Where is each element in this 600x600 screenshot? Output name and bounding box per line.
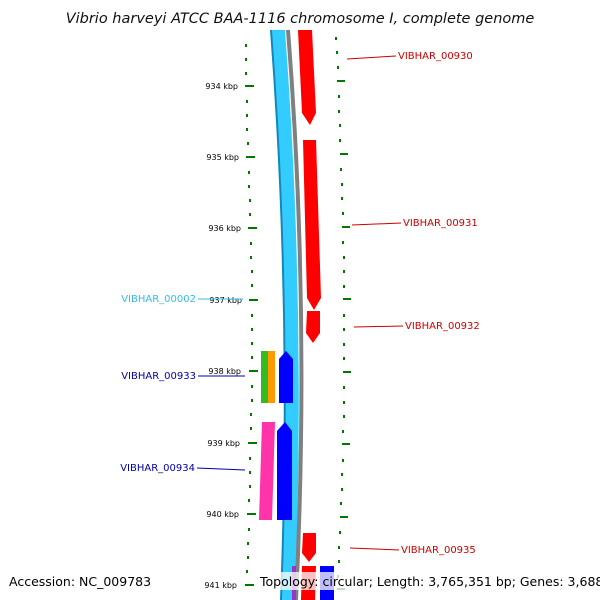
backbone-line [286,29,304,600]
gene-label[interactable]: VIBHAR_00933 [121,371,196,382]
gene-label[interactable]: VIBHAR_00934 [120,463,195,474]
green-feature [261,351,268,403]
gene-callout-00934[interactable]: VIBHAR_00934 [120,463,246,474]
gene-callout-00930[interactable]: VIBHAR_00930 [346,51,473,62]
footer-right-bg [257,572,595,590]
gene-callout-00935[interactable]: VIBHAR_00935 [349,545,476,556]
reverse-cds-arrow [279,351,293,403]
minor-ticks-left [245,44,253,573]
forward-cds-arrow [303,140,321,310]
tick-label: 937 kbp [209,296,242,305]
axis-ticks-left: 934 kbp 935 kbp 936 kbp 937 kbp 938 kbp … [204,82,258,590]
orange-feature [268,351,275,403]
tick-label: 940 kbp [206,510,239,519]
forward-cds-arrow [306,311,320,343]
minor-ticks-right [335,37,345,578]
gene-callout-00933[interactable]: VIBHAR_00933 [121,371,245,382]
forward-cds-arrow [302,533,316,562]
forward-cds-arrow [298,30,316,125]
tick-label: 934 kbp [205,82,238,91]
tick-label: 935 kbp [206,153,239,162]
gene-label[interactable]: VIBHAR_00931 [403,218,478,229]
gene-label[interactable]: VIBHAR_00930 [398,51,473,62]
accession-text: Accession: NC_009783 [9,574,151,589]
tick-label: 938 kbp [208,367,241,376]
pink-feature [259,422,275,520]
tick-label: 939 kbp [207,439,240,448]
gene-label[interactable]: VIBHAR_00932 [405,321,480,332]
topology-text: Topology: circular; Length: 3,765,351 bp… [259,574,600,589]
tick-label: 936 kbp [208,224,241,233]
gene-callout-00002[interactable]: VIBHAR_00002 [121,294,243,305]
footer-left-bg [5,572,155,590]
gene-callout-00931[interactable]: VIBHAR_00931 [351,218,478,229]
tick-label: 941 kbp [204,581,237,590]
gene-label[interactable]: VIBHAR_00935 [401,545,476,556]
gene-label[interactable]: VIBHAR_00002 [121,294,196,305]
map-title: Vibrio harveyi ATCC BAA-1116 chromosome … [66,11,535,27]
axis-ticks-right [337,80,351,590]
reverse-cds-arrow [277,422,292,520]
gene-callout-00932[interactable]: VIBHAR_00932 [353,321,480,332]
